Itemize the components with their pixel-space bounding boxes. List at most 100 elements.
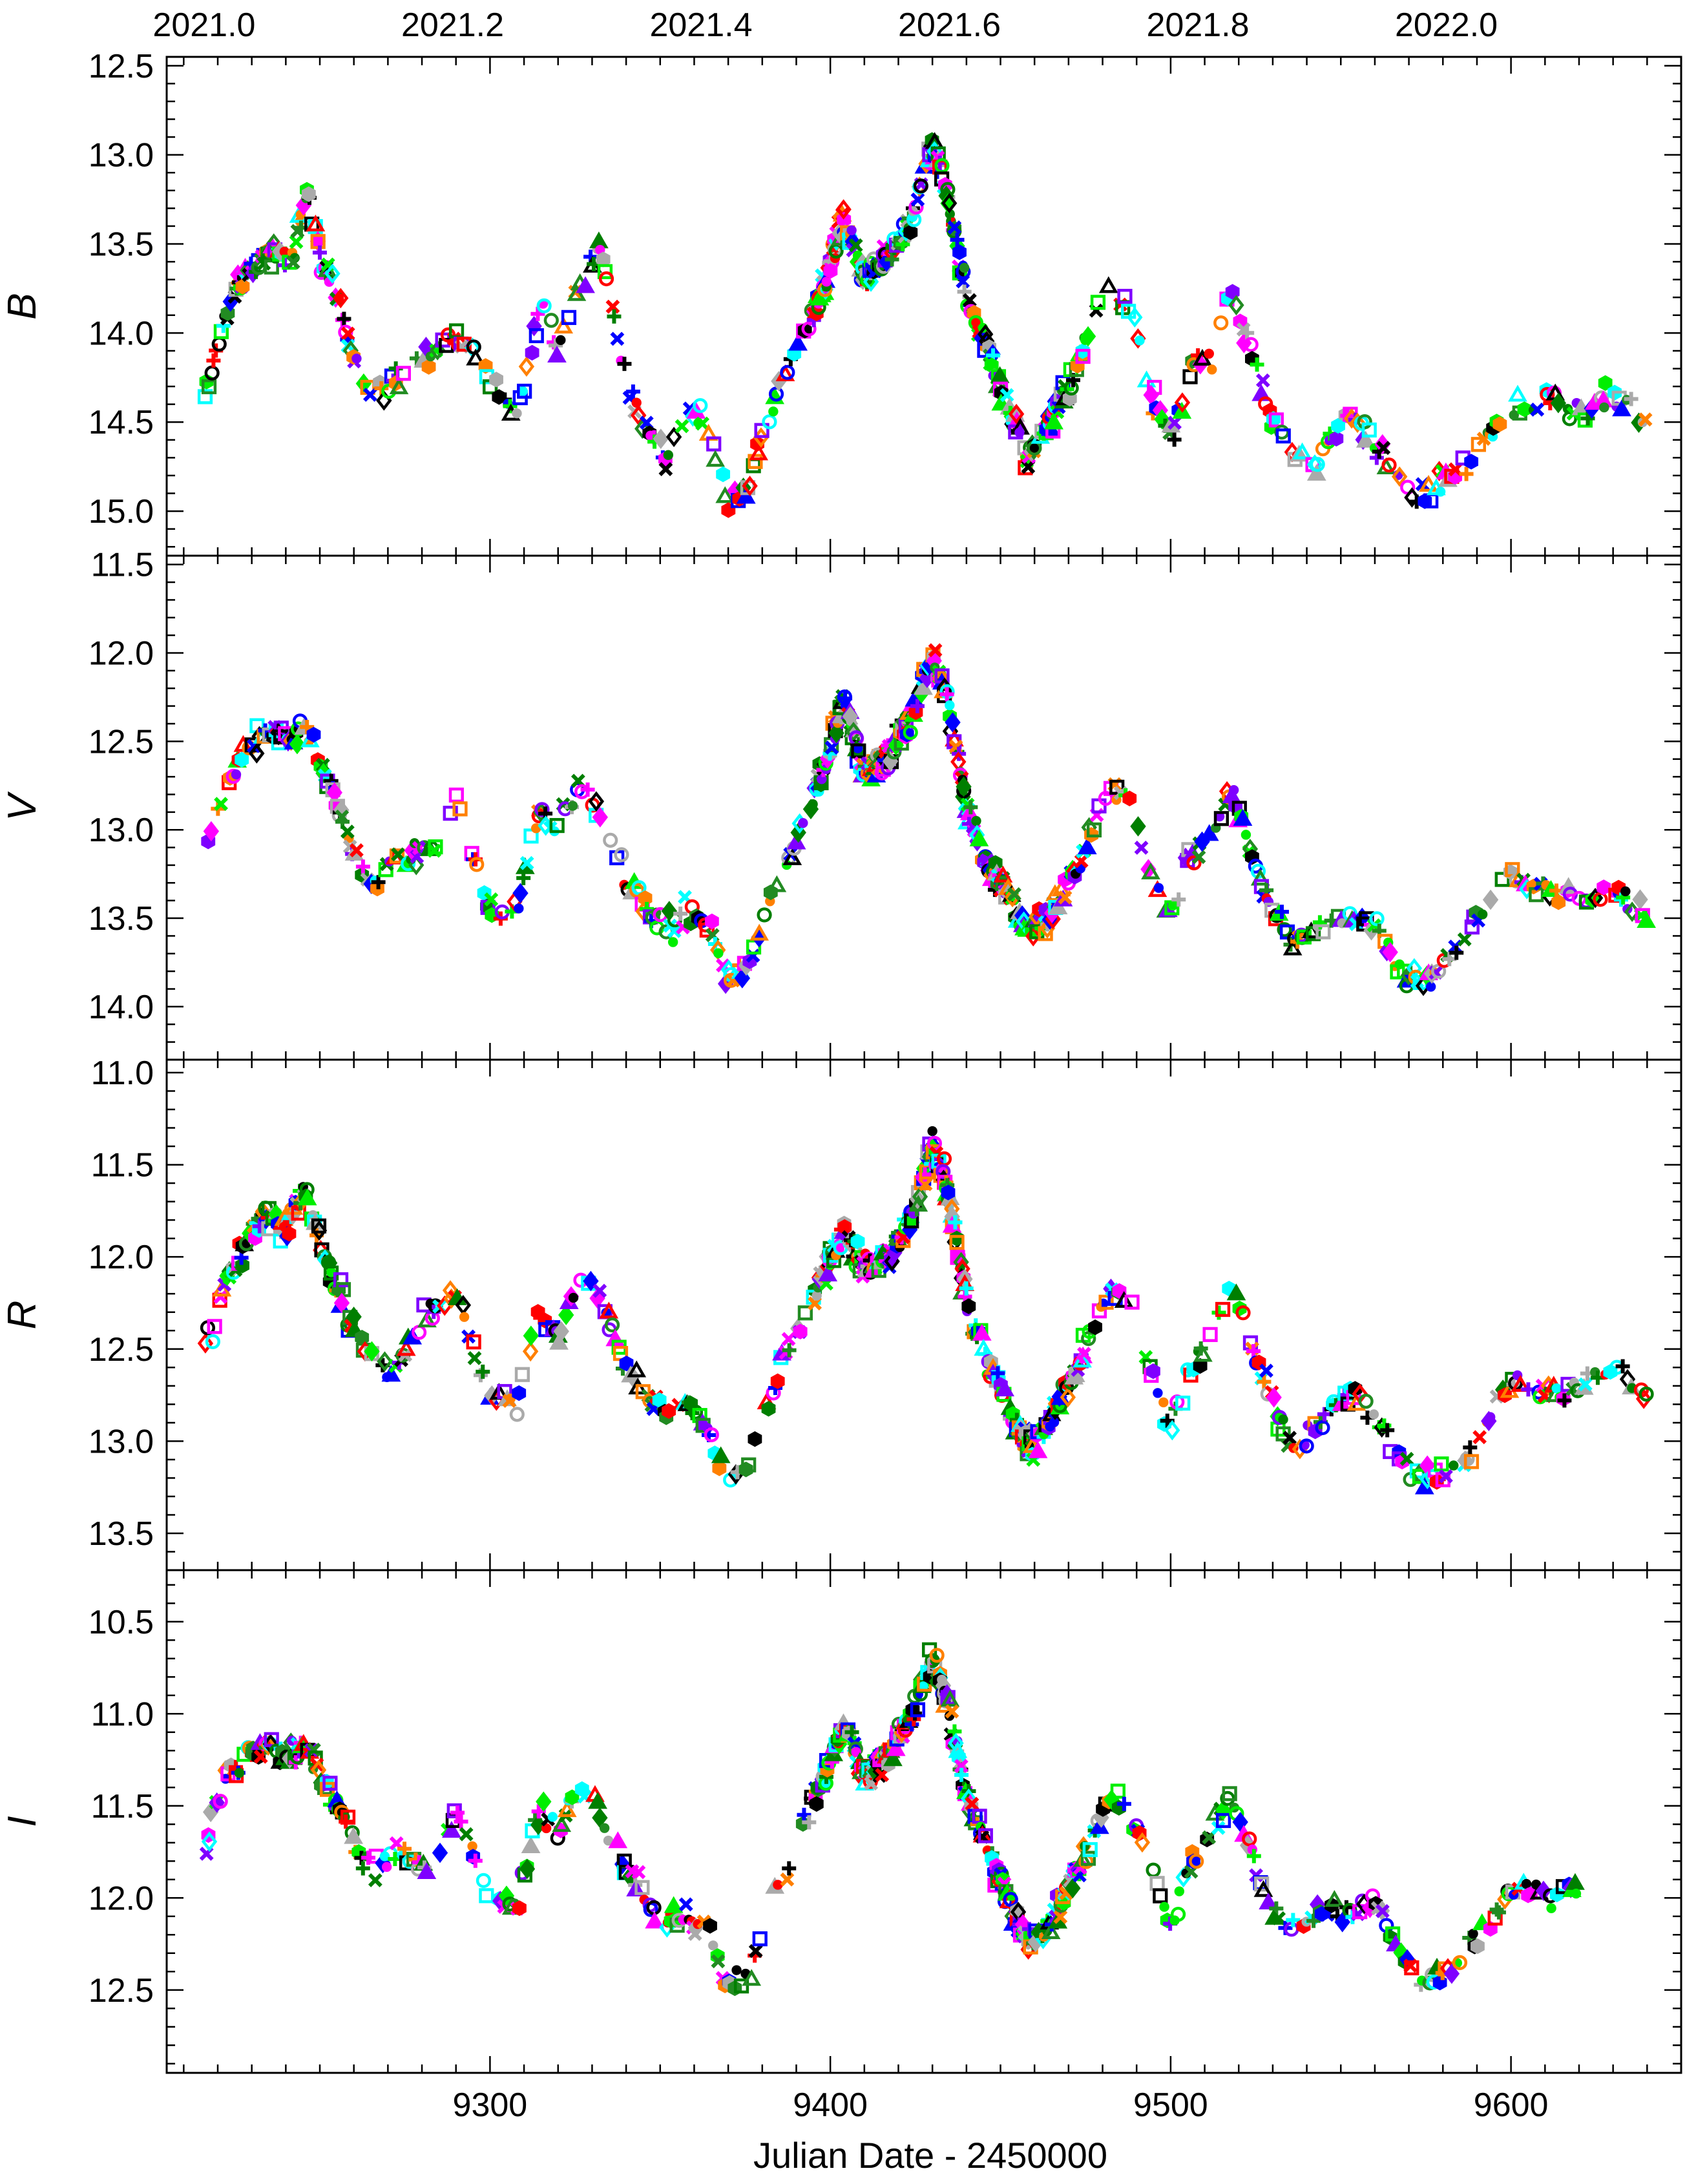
data-point <box>1521 1878 1532 1889</box>
data-point <box>432 1842 448 1864</box>
data-point <box>1381 457 1397 473</box>
data-point <box>1587 887 1604 908</box>
data-point <box>1638 412 1653 427</box>
data-point <box>514 903 524 914</box>
panel-I-series <box>199 1642 1585 1997</box>
data-point <box>525 344 539 361</box>
data-point <box>306 726 321 743</box>
data-point <box>1464 454 1479 470</box>
data-point <box>450 1805 465 1820</box>
data-point <box>442 1280 459 1301</box>
data-point <box>940 1690 960 1707</box>
data-point <box>1215 1301 1231 1318</box>
y-tick-label: 13.5 <box>89 1515 154 1553</box>
data-point <box>1135 335 1145 346</box>
data-point <box>1202 1327 1218 1342</box>
data-point <box>279 246 290 257</box>
data-point <box>1116 1796 1131 1811</box>
data-point <box>1435 487 1446 497</box>
data-point <box>1272 1911 1286 1926</box>
data-point <box>1399 1451 1414 1466</box>
data-point <box>1299 1438 1314 1454</box>
data-point <box>675 419 689 434</box>
data-point <box>530 1814 547 1835</box>
data-point <box>1242 1831 1257 1847</box>
data-point <box>1472 1430 1487 1445</box>
data-point <box>526 315 542 337</box>
panel-V-axes: 11.5 12.0 12.5 13.0 13.5 14.0 V <box>0 547 1682 1061</box>
data-point <box>459 1827 474 1842</box>
data-point <box>969 829 989 846</box>
data-point <box>715 486 735 503</box>
data-point <box>322 1776 338 1791</box>
data-point <box>368 1873 382 1887</box>
data-point <box>658 462 673 476</box>
data-point <box>1334 1911 1350 1933</box>
data-point <box>754 423 769 438</box>
data-point <box>939 687 954 702</box>
y-tick-label: 12.5 <box>89 1331 154 1369</box>
data-point <box>1550 393 1567 414</box>
data-point <box>918 1177 933 1192</box>
data-point <box>1254 1876 1270 1892</box>
panel-frame <box>165 1058 1682 1571</box>
data-point <box>625 384 640 399</box>
data-point <box>1088 1319 1102 1336</box>
data-point <box>361 1850 376 1865</box>
data-point <box>1153 883 1164 893</box>
data-point <box>603 832 618 848</box>
panel-frame <box>165 554 1682 1061</box>
data-point <box>333 288 349 309</box>
data-point <box>995 1379 1015 1396</box>
data-point <box>428 839 443 855</box>
data-point <box>762 414 777 430</box>
data-point <box>557 1800 577 1818</box>
data-point <box>1053 1909 1068 1924</box>
data-point <box>1235 1305 1251 1321</box>
data-point <box>389 848 405 864</box>
data-point <box>708 1940 718 1951</box>
data-point <box>731 1965 742 1975</box>
y-tick-label: 13.0 <box>89 1423 154 1460</box>
data-point <box>1146 1862 1161 1878</box>
data-point <box>678 1897 693 1912</box>
data-point <box>978 1828 993 1843</box>
data-point <box>397 1842 412 1856</box>
data-point <box>1439 1469 1453 1484</box>
data-point <box>1306 463 1326 481</box>
data-point <box>514 1367 530 1382</box>
data-point <box>1159 1902 1169 1912</box>
data-point <box>716 466 731 483</box>
data-point <box>1214 811 1225 822</box>
data-point <box>1257 1374 1272 1389</box>
data-point <box>959 262 970 273</box>
data-point <box>910 698 925 713</box>
data-point <box>580 782 595 797</box>
data-point <box>306 215 326 232</box>
data-point <box>1491 1905 1506 1920</box>
data-point <box>963 800 978 815</box>
data-point <box>793 1323 808 1339</box>
data-point <box>768 406 779 417</box>
data-point <box>749 443 769 461</box>
data-point <box>1211 1305 1226 1320</box>
data-point <box>518 386 528 397</box>
data-layer <box>197 132 1657 1997</box>
top-axis-tick-label: 2021.0 <box>152 6 255 44</box>
data-point <box>201 1831 218 1852</box>
data-point <box>663 450 674 460</box>
y-tick-label: 14.0 <box>89 315 154 352</box>
data-point <box>512 408 522 419</box>
data-point <box>235 278 250 295</box>
data-point <box>523 828 539 844</box>
data-point <box>604 1317 620 1333</box>
data-point <box>782 1343 797 1358</box>
data-point <box>597 264 613 279</box>
data-point <box>954 1759 968 1773</box>
data-point <box>1599 402 1609 413</box>
data-point <box>990 1366 1005 1381</box>
data-point <box>1508 384 1527 402</box>
data-point <box>962 293 977 308</box>
data-point <box>1612 399 1631 417</box>
data-point <box>1471 1938 1485 1955</box>
